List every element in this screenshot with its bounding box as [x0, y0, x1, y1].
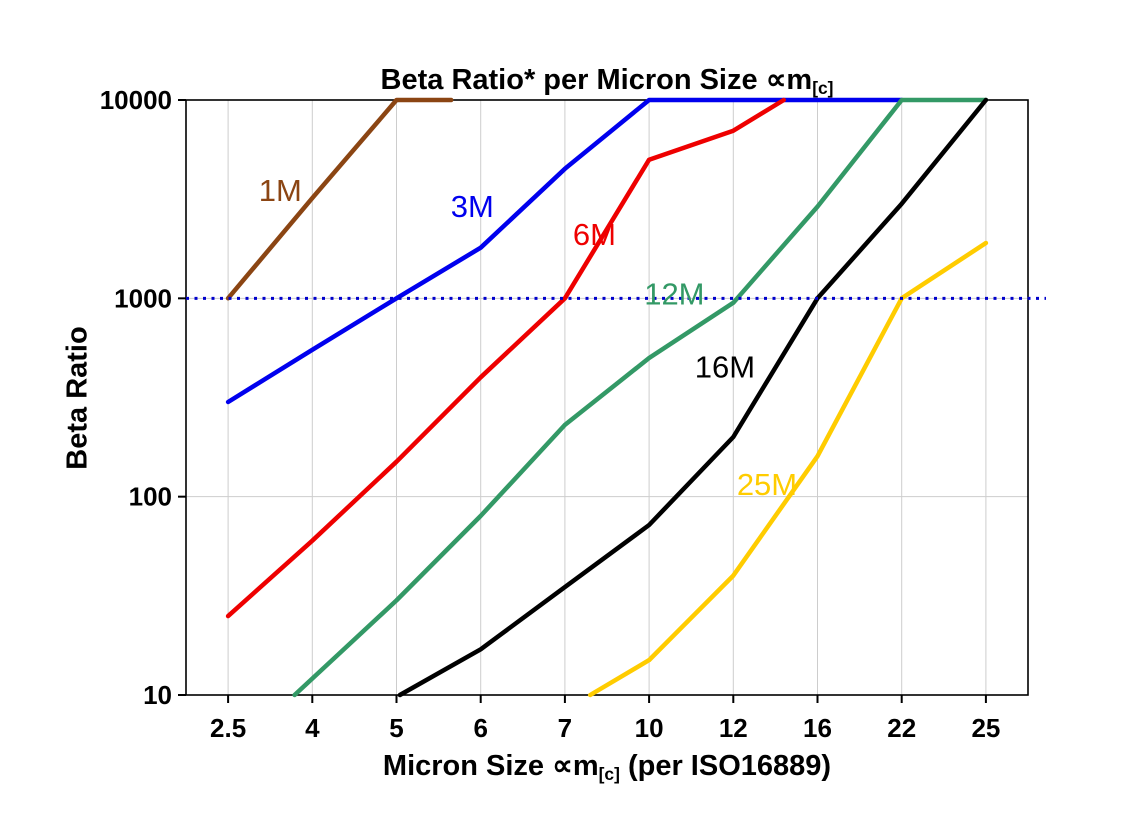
series-line-25M [587, 240, 989, 698]
chart-title-subscript: [c] [812, 77, 834, 98]
x-axis-title-suffix: (per ISO16889) [619, 750, 832, 782]
series-label-3M: 3M [451, 189, 494, 224]
x-tick-label: 25 [971, 713, 1000, 743]
chart-title-text: Beta Ratio* per Micron Size [380, 64, 766, 96]
x-tick-label: 16 [803, 713, 832, 743]
x-tick-label: 2.5 [210, 713, 246, 743]
series-label-6M: 6M [573, 217, 616, 252]
x-tick-label: 22 [887, 713, 916, 743]
y-tick-label: 1000 [114, 283, 172, 313]
x-tick-label: 10 [635, 713, 664, 743]
chart-title: Beta Ratio* per Micron Size ∝m[c] [186, 62, 1028, 98]
x-tick-label: 5 [389, 713, 403, 743]
y-tick-label: 100 [129, 482, 172, 512]
mu-symbol: ∝m [552, 750, 599, 782]
series-line-6M [225, 97, 787, 619]
mu-symbol: ∝m [765, 64, 813, 96]
series-label-12M: 12M [644, 277, 704, 312]
x-tick-label: 4 [305, 713, 320, 743]
y-axis-title: Beta Ratio [61, 326, 94, 470]
series-label-25M: 25M [737, 467, 797, 502]
x-axis-title-subscript: [c] [598, 763, 620, 784]
series-label-16M: 16M [695, 350, 755, 385]
series-label-1M: 1M [259, 173, 302, 208]
series-line-1M [225, 97, 454, 301]
series-line-3M [225, 97, 904, 405]
x-tick-label: 7 [558, 713, 572, 743]
x-tick-label: 12 [719, 713, 748, 743]
x-tick-label: 6 [473, 713, 487, 743]
plot-border [185, 99, 1029, 696]
x-axis-title: Micron Size ∝m[c] (per ISO16889) [186, 748, 1028, 784]
x-axis-title-text: Micron Size [382, 750, 553, 782]
y-tick-label: 10 [143, 680, 172, 710]
series-line-12M [292, 97, 989, 698]
y-tick-label: 10000 [100, 85, 172, 115]
series-line-16M [397, 97, 989, 698]
